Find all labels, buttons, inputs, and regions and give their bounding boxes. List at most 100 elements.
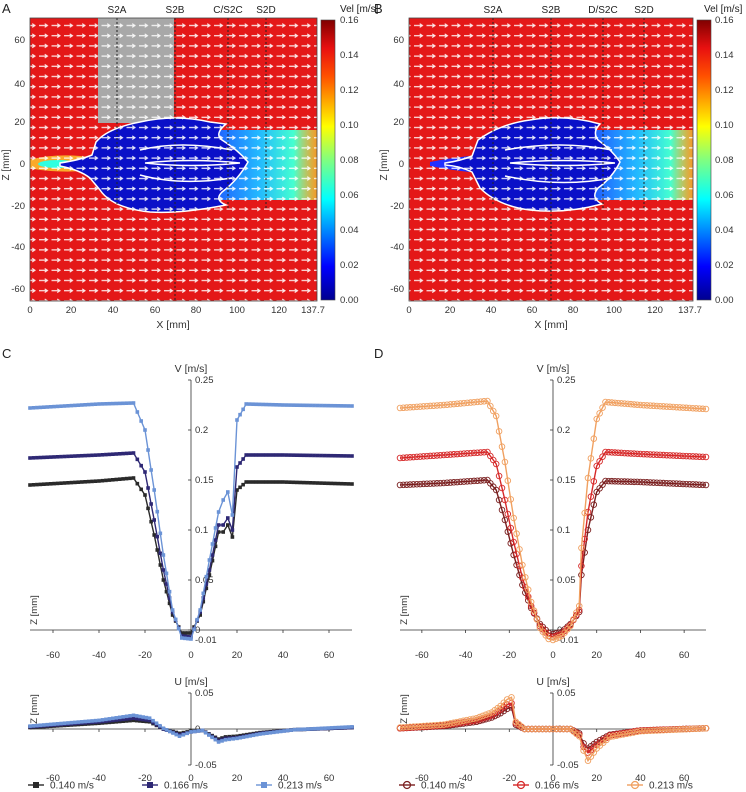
data-point [656,479,664,487]
data-point [128,714,132,718]
data-point [637,727,644,735]
data-point [288,453,292,457]
data-point [149,502,153,506]
data-point [539,725,546,733]
data-point [257,402,262,407]
data-point [83,480,87,484]
data-point [226,516,230,520]
y-tick-label: -20 [11,201,25,212]
data-point [453,450,461,458]
data-point [660,451,667,459]
data-point [573,609,580,616]
data-point [154,721,159,726]
data-point [621,478,628,485]
data-point [171,731,175,735]
data-point [702,453,710,461]
data-point [97,402,101,406]
data-point [298,403,303,408]
data-point [683,452,690,460]
data-point [339,454,344,458]
data-point [400,481,407,489]
data-point [545,635,552,643]
data-point [495,472,503,480]
data-point [473,714,480,722]
data-point [180,636,184,640]
colorbar-tick: 0.12 [340,85,359,96]
y-tick-label: 0.05 [557,575,576,586]
data-point [309,727,314,731]
data-point [464,450,471,457]
y-axis-label: U [m/s] [174,676,207,688]
data-point [251,480,255,484]
data-point [319,481,323,485]
data-point [35,405,39,410]
data-point [282,729,286,733]
data-point [48,482,53,486]
data-point [416,480,424,488]
x-tick-label: 80 [568,305,579,316]
data-point [59,721,63,726]
data-point [437,721,444,729]
data-point [254,480,259,484]
data-point [563,725,571,733]
data-point [31,724,36,728]
data-point [261,480,265,484]
data-point [503,705,511,713]
plot-d-v: -60 -40 -20 0 20 40 600.250.20.150.10.050-0.01… [396,363,710,661]
data-point [319,453,323,458]
data-point [146,448,150,452]
data-point [35,482,39,487]
data-point [433,402,441,409]
data-point [492,486,500,494]
data-point [177,734,182,738]
data-point [299,727,304,732]
data-point [45,405,50,409]
data-point [93,402,98,406]
data-point [55,404,60,409]
data-point [107,452,112,457]
data-point [403,454,410,461]
data-point [227,737,232,742]
x-tick-label: -60 [46,650,60,661]
data-point [637,478,644,486]
data-point [55,481,60,486]
data-point [492,460,500,468]
data-point [86,402,91,407]
data-point [669,480,677,487]
legend-label: 0.213 m/s [278,781,322,792]
data-point [134,718,139,723]
velocity-field-a [30,18,317,301]
data-point [623,730,631,737]
data-point [430,452,437,459]
data-point [168,729,172,734]
data-point [630,478,638,486]
x-axis-label: Z [mm] [29,595,40,625]
data-point [62,454,67,459]
data-point [59,454,63,459]
data-point [450,719,457,726]
data-point [216,510,221,514]
x-tick-label: 0 [550,650,555,661]
data-point [104,478,108,483]
data-point [479,712,486,720]
data-point [241,482,245,487]
data-point [443,451,451,459]
y-tick-label: -0.01 [557,635,579,646]
data-point [423,480,431,488]
data-point [498,506,506,514]
data-point [495,428,503,435]
data-point [261,453,265,457]
data-point [97,718,101,723]
data-point [326,453,330,458]
data-point [247,402,252,406]
data-point [241,457,245,461]
legend-marker [33,782,39,788]
colorbar-tick: 0.16 [715,15,734,26]
data-point [450,451,458,458]
data-point [350,454,354,458]
data-point [117,719,122,724]
data-point [343,454,347,458]
data-point [83,453,87,458]
data-point [400,454,407,462]
data-point [524,586,532,593]
